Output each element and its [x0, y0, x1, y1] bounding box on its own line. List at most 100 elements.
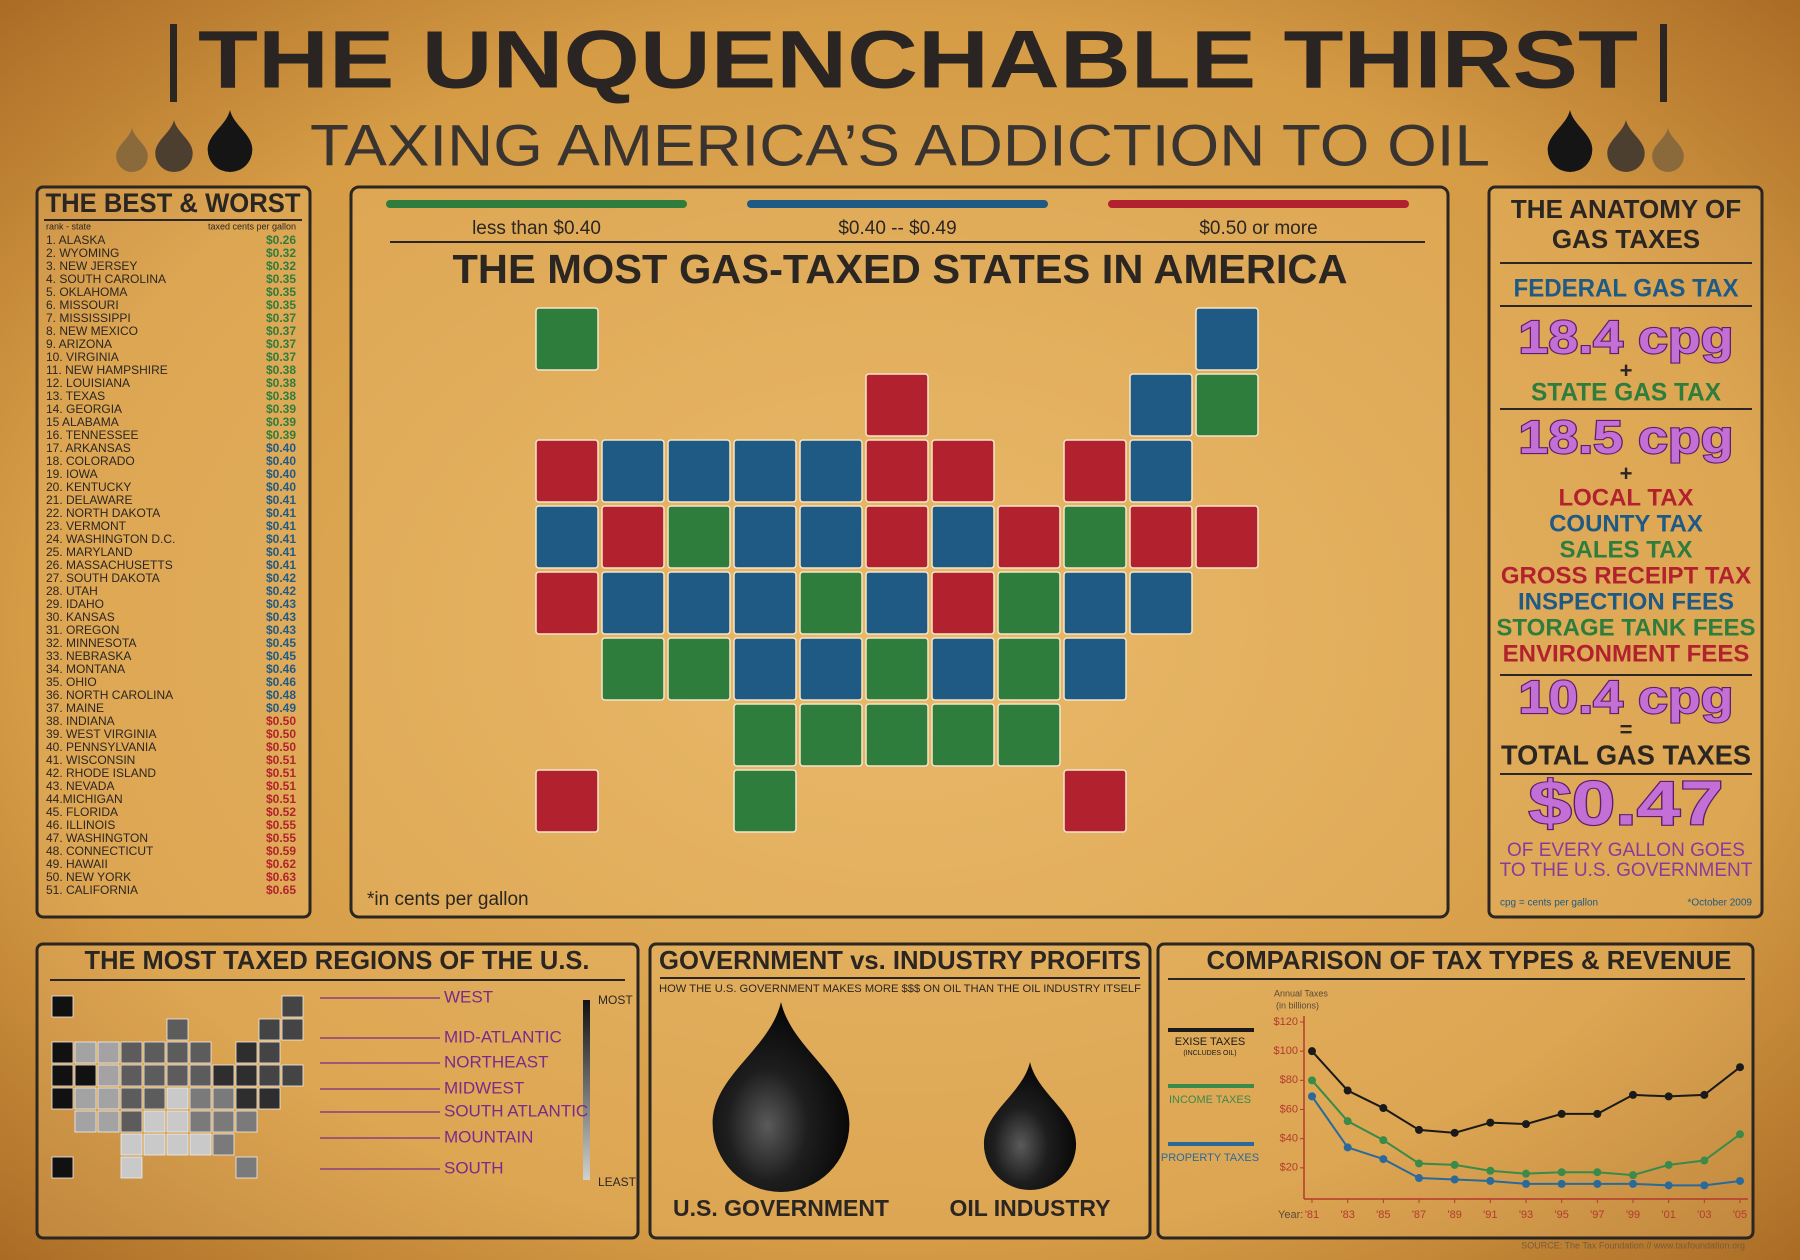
- state-tax: $0.62: [266, 857, 296, 871]
- state-name: 6. MISSOURI: [46, 298, 119, 312]
- state-tax: $0.32: [266, 246, 296, 260]
- header-drops: [116, 110, 1684, 172]
- region-tile: [166, 1064, 189, 1087]
- state-tax: $0.37: [266, 324, 296, 338]
- y-axis-label: (in billions): [1276, 1000, 1319, 1010]
- state-tile: [997, 637, 1061, 701]
- state-name: 30. KANSAS: [46, 610, 115, 624]
- state-tile: [601, 439, 665, 503]
- local-tax-item: LOCAL TAX: [1558, 484, 1693, 511]
- data-point: [1736, 1130, 1744, 1139]
- region-tile: [97, 1041, 120, 1064]
- x-axis-label: Year:: [1278, 1209, 1303, 1221]
- state-tile: [865, 637, 929, 701]
- state-tile: [667, 637, 731, 701]
- data-point: [1557, 1109, 1566, 1118]
- state-tile: [1195, 505, 1259, 569]
- region-tile: [189, 1041, 212, 1064]
- data-point: [1450, 1160, 1459, 1169]
- state-tax: $0.51: [266, 792, 296, 806]
- state-tax: $0.35: [266, 285, 296, 299]
- state-tax: $0.39: [266, 402, 296, 416]
- state-tax: $0.40: [266, 480, 296, 494]
- region-tile: [166, 1110, 189, 1133]
- state-name: 21. DELAWARE: [46, 493, 132, 507]
- data-point: [1308, 1047, 1316, 1056]
- x-tick-label: '99: [1626, 1209, 1640, 1221]
- state-name: 44.MICHIGAN: [46, 792, 123, 806]
- y-tick-label: $120: [1274, 1016, 1298, 1028]
- state-name: 17. ARKANSAS: [46, 441, 131, 455]
- state-name: 5. OKLAHOMA: [46, 285, 127, 299]
- state-tile: [535, 439, 599, 503]
- region-tile: [143, 1064, 166, 1087]
- oil-drop: [116, 128, 148, 172]
- anatomy-text: OF EVERY GALLON GOES: [1507, 840, 1745, 861]
- state-name: 4. SOUTH CAROLINA: [46, 272, 166, 286]
- state-tax: $0.40: [266, 441, 296, 455]
- state-tile: [1063, 571, 1127, 635]
- state-tile: [535, 769, 599, 833]
- state-tax: $0.40: [266, 467, 296, 481]
- region-tile: [258, 1087, 281, 1110]
- data-point: [1629, 1171, 1637, 1180]
- state-tile: [865, 571, 929, 635]
- region-tile: [189, 1087, 212, 1110]
- state-tile: [997, 703, 1061, 767]
- data-point: [1308, 1076, 1316, 1085]
- title-bar: [170, 24, 177, 102]
- state-tax: $0.26: [266, 233, 296, 247]
- state-tile: [931, 703, 995, 767]
- state-tax: $0.41: [266, 519, 296, 533]
- region-label: MID-ATLANTIC: [444, 1027, 562, 1046]
- legend-label: less than $0.40: [472, 218, 601, 239]
- state-name: 45. FLORIDA: [46, 805, 118, 819]
- data-point: [1379, 1155, 1388, 1164]
- state-tile: [865, 505, 929, 569]
- data-point: [1664, 1181, 1673, 1190]
- state-name: 34. MONTANA: [46, 662, 125, 676]
- x-tick-label: '87: [1412, 1209, 1426, 1221]
- region-tile: [258, 1018, 281, 1041]
- region-tile: [74, 1110, 97, 1133]
- data-point: [1522, 1169, 1530, 1178]
- region-tile: [51, 1087, 74, 1110]
- state-name: 36. NORTH CAROLINA: [46, 688, 173, 702]
- legend-label: EXISE TAXES: [1175, 1036, 1246, 1048]
- state-tax: $0.50: [266, 740, 296, 754]
- oil-drop: [712, 1002, 850, 1192]
- state-name: 24. WASHINGTON D.C.: [46, 532, 175, 546]
- state-tile: [931, 439, 995, 503]
- state-tax: $0.48: [266, 688, 296, 702]
- state-tile: [1063, 637, 1127, 701]
- scale-label: LEAST: [598, 1175, 637, 1189]
- state-tax: $0.45: [266, 649, 296, 663]
- data-point: [1379, 1136, 1388, 1145]
- state-tile: [931, 571, 995, 635]
- region-tile: [120, 1110, 143, 1133]
- state-name: 43. NEVADA: [46, 779, 114, 793]
- state-tax: $0.41: [266, 558, 296, 572]
- data-point: [1522, 1179, 1530, 1188]
- x-tick-label: '81: [1305, 1209, 1319, 1221]
- region-tile: [97, 1110, 120, 1133]
- local-tax-item: STORAGE TANK FEES: [1496, 614, 1755, 641]
- state-tax: $0.41: [266, 532, 296, 546]
- state-tax: $0.43: [266, 610, 296, 624]
- state-tile: [733, 703, 797, 767]
- state-tax: $0.63: [266, 870, 296, 884]
- region-tile: [51, 1041, 74, 1064]
- oil-drop: [155, 120, 193, 172]
- data-point: [1415, 1174, 1423, 1183]
- state-tile: [1129, 505, 1193, 569]
- state-tax: $0.41: [266, 493, 296, 507]
- tax-amount: 18.4 cpg: [1519, 311, 1734, 363]
- oil-drop: [1547, 110, 1593, 172]
- column-header: taxed cents per gallon: [208, 221, 296, 231]
- state-tile: [865, 703, 929, 767]
- y-tick-label: $60: [1280, 1103, 1298, 1115]
- state-name: 10. VIRGINIA: [46, 350, 119, 364]
- anatomy-text: TO THE U.S. GOVERNMENT: [1500, 860, 1753, 881]
- state-name: 11. NEW HAMPSHIRE: [46, 363, 168, 377]
- region-tile: [189, 1110, 212, 1133]
